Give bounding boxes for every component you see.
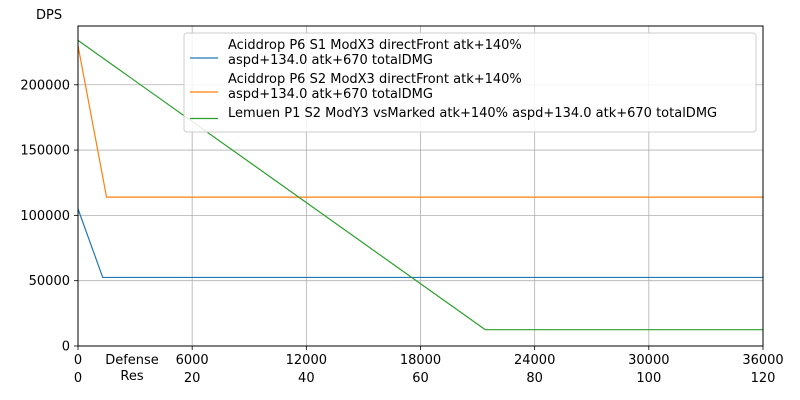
legend-entry-2: Aciddrop P6 S2 ModX3 directFront atk+140…	[228, 72, 522, 102]
y-tick-label: 200000	[20, 78, 70, 93]
series-line-3	[77, 39, 763, 331]
series-line-2	[77, 45, 763, 198]
x-tick-label: 24000	[514, 353, 555, 368]
x-tick-label-secondary: 40	[298, 371, 315, 386]
x-tick-label-secondary: 20	[184, 371, 201, 386]
x-tick-label-secondary: 0	[74, 371, 82, 386]
y-tick-label: 50000	[29, 274, 70, 289]
x-tick-label: 0	[74, 353, 82, 368]
series-lines	[77, 39, 763, 331]
legend-entry-3: Lemuen P1 S2 ModY3 vsMarked atk+140% asp…	[228, 106, 717, 121]
x-axis-ticks: 0 0 6000 20 12000 40 18000 60 24000 80 30000 100 360…	[74, 346, 784, 386]
legend-box	[183, 32, 757, 133]
x-tick-label-secondary: 100	[636, 371, 661, 386]
x-tick-label-secondary: 60	[412, 371, 429, 386]
y-axis-label: DPS	[36, 8, 62, 23]
y-tick-label: 100000	[20, 209, 70, 224]
x-tick-label-secondary: 80	[526, 371, 543, 386]
x-axis-label: Defense Res	[105, 353, 159, 384]
y-tick-label: 0	[62, 340, 70, 355]
x-tick-label: 6000	[176, 353, 209, 368]
y-tick-label: 150000	[20, 144, 70, 159]
x-tick-label: 36000	[742, 353, 783, 368]
x-tick-label-secondary: 120	[751, 371, 776, 386]
legend: Aciddrop P6 S1 ModX3 directFront atk+140…	[183, 32, 757, 133]
y-axis-ticks: 0 50000 100000 150000 200000	[20, 78, 78, 355]
x-tick-label: 18000	[400, 353, 441, 368]
legend-entry-1: Aciddrop P6 S1 ModX3 directFront atk+140…	[228, 38, 522, 68]
x-tick-label: 30000	[628, 353, 669, 368]
series-line-1	[77, 208, 763, 279]
x-tick-label: 12000	[286, 353, 327, 368]
